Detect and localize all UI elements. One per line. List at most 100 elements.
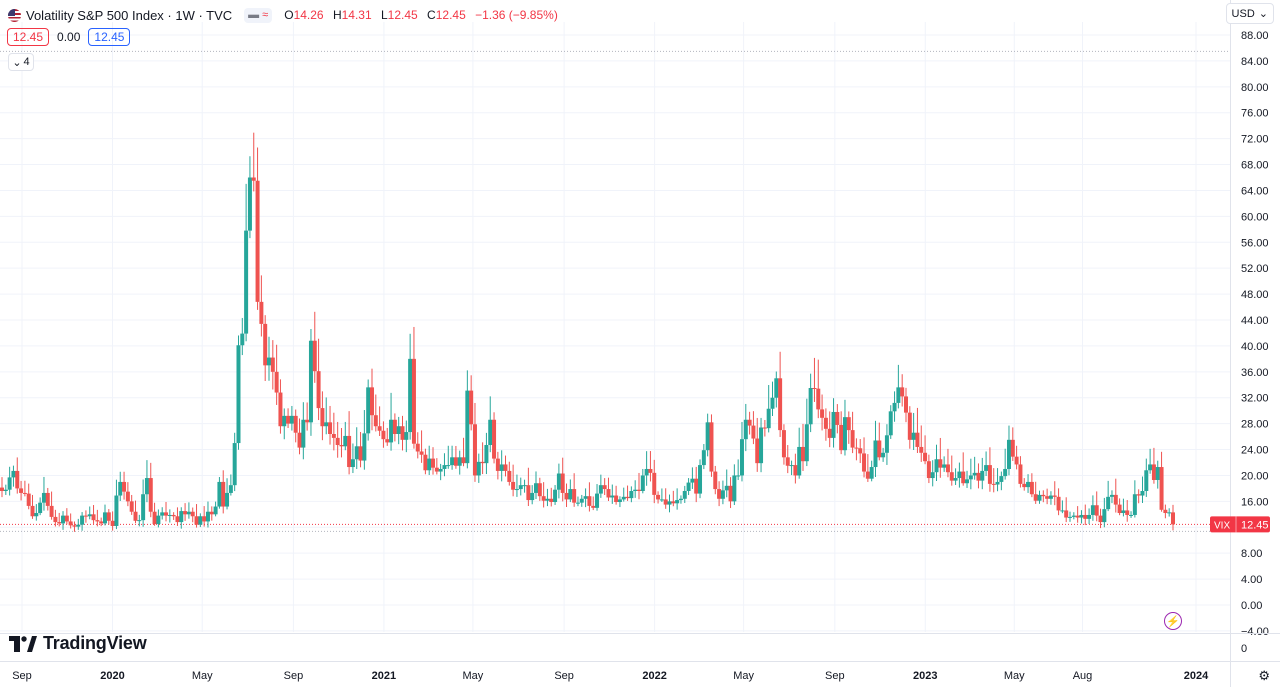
candle bbox=[770, 381, 775, 417]
candle-body bbox=[1151, 464, 1156, 480]
lightning-icon[interactable]: ⚡ bbox=[1164, 612, 1182, 630]
candle bbox=[873, 420, 878, 477]
candle-body bbox=[1022, 483, 1027, 488]
candle-body bbox=[667, 501, 672, 505]
y-tick-label: −4.00 bbox=[1241, 626, 1269, 638]
candle-body bbox=[736, 475, 741, 477]
candle bbox=[125, 482, 130, 507]
y-tick-label: 8.00 bbox=[1241, 548, 1262, 560]
candle-body bbox=[1083, 514, 1088, 519]
candle bbox=[598, 474, 603, 498]
candle bbox=[610, 484, 615, 504]
candle bbox=[842, 399, 847, 456]
candle bbox=[0, 477, 4, 498]
candle-body bbox=[34, 513, 39, 517]
x-tick-label: May bbox=[192, 670, 213, 682]
candle-body bbox=[747, 419, 752, 426]
tradingview-logo[interactable]: TradingView bbox=[9, 633, 147, 654]
candle-body bbox=[888, 411, 893, 436]
symbol-title[interactable]: Volatility S&P 500 Index · 1W · TVC bbox=[26, 7, 233, 23]
candle-body bbox=[438, 468, 443, 472]
last-price-tag-value: 12.45 bbox=[1241, 519, 1269, 531]
y-tick-label: 88.00 bbox=[1241, 30, 1269, 42]
candle bbox=[1163, 504, 1168, 519]
candle bbox=[57, 512, 62, 527]
x-tick-label: 2022 bbox=[642, 670, 666, 682]
candle bbox=[579, 494, 584, 507]
candle-body bbox=[1098, 515, 1103, 523]
candle-body bbox=[801, 446, 806, 462]
candle bbox=[267, 336, 272, 381]
candle bbox=[358, 431, 363, 468]
candle bbox=[854, 438, 859, 461]
candle-body bbox=[987, 465, 992, 484]
compare-toggle-button[interactable]: ▬ ≈ bbox=[244, 7, 273, 23]
candle bbox=[636, 472, 641, 500]
currency-selector[interactable]: USD ⌄ bbox=[1225, 3, 1274, 24]
candle bbox=[114, 479, 119, 530]
candle-body bbox=[793, 465, 798, 476]
candle-body bbox=[381, 430, 386, 440]
candle-body bbox=[1064, 510, 1069, 518]
candle bbox=[644, 451, 649, 486]
candle bbox=[80, 512, 85, 531]
candle bbox=[541, 482, 546, 508]
candle-body bbox=[526, 485, 531, 501]
candle-body bbox=[122, 481, 127, 492]
candle bbox=[83, 510, 88, 523]
candle-body bbox=[926, 461, 931, 479]
candle-body bbox=[297, 432, 302, 448]
y-tick-label: 24.00 bbox=[1241, 445, 1269, 457]
last-price-tag[interactable]: VIX 12.45 bbox=[1210, 516, 1270, 533]
candle-body bbox=[61, 515, 66, 524]
x-tick-label: 2024 bbox=[1184, 670, 1209, 682]
candle-body bbox=[286, 415, 291, 424]
candle-body bbox=[202, 516, 207, 522]
candle bbox=[923, 435, 928, 465]
candle-body bbox=[575, 502, 580, 504]
ohlc-values: O14.26 H14.31 L12.45 C12.45 −1.36 (−9.85… bbox=[284, 8, 558, 22]
candle-body bbox=[759, 427, 764, 464]
candle-body bbox=[663, 499, 668, 505]
candle-body bbox=[251, 177, 256, 181]
candle-body bbox=[610, 495, 615, 498]
candle-body bbox=[564, 492, 569, 500]
candle-body bbox=[850, 430, 855, 448]
candle-body bbox=[854, 447, 859, 449]
time-axis[interactable]: Sep 2020 May Sep 2021 May Sep 2022 May Sep 2023 May… bbox=[0, 633, 1280, 683]
candle-body bbox=[1048, 495, 1053, 499]
candle-body bbox=[991, 483, 996, 485]
candle-body bbox=[503, 464, 508, 471]
candle bbox=[49, 491, 54, 520]
candle bbox=[827, 411, 832, 448]
bid-price-button[interactable]: 12.45 bbox=[7, 28, 50, 46]
candle-body bbox=[583, 496, 588, 499]
candle-body bbox=[1125, 510, 1130, 515]
candle-body bbox=[125, 491, 130, 502]
indicators-collapse-button[interactable]: ⌄ 4 bbox=[8, 53, 34, 71]
candle bbox=[652, 459, 657, 504]
candle bbox=[747, 411, 752, 435]
candle bbox=[156, 509, 161, 528]
candle-body bbox=[1087, 514, 1092, 519]
candle-body bbox=[1026, 481, 1031, 488]
candle-body bbox=[1132, 494, 1137, 515]
candle-body bbox=[228, 485, 233, 493]
candle bbox=[453, 445, 458, 469]
candle-body bbox=[385, 439, 390, 443]
settings-gear-icon[interactable]: ⚙ bbox=[1258, 668, 1270, 683]
candle bbox=[1106, 480, 1111, 512]
candle bbox=[1010, 427, 1015, 461]
ask-price-button[interactable]: 12.45 bbox=[88, 28, 131, 46]
candle-body bbox=[942, 464, 947, 468]
candle-body bbox=[480, 461, 485, 464]
candle bbox=[225, 478, 230, 510]
price-axis[interactable]: 88.00 84.00 80.00 76.00 72.00 68.00 64.00 60.00… bbox=[1210, 0, 1270, 687]
candle bbox=[831, 398, 836, 448]
x-tick-label: 2023 bbox=[913, 670, 937, 682]
candle bbox=[614, 485, 619, 505]
candle-body bbox=[507, 470, 512, 482]
candle bbox=[488, 396, 493, 453]
candle-body bbox=[965, 479, 970, 484]
